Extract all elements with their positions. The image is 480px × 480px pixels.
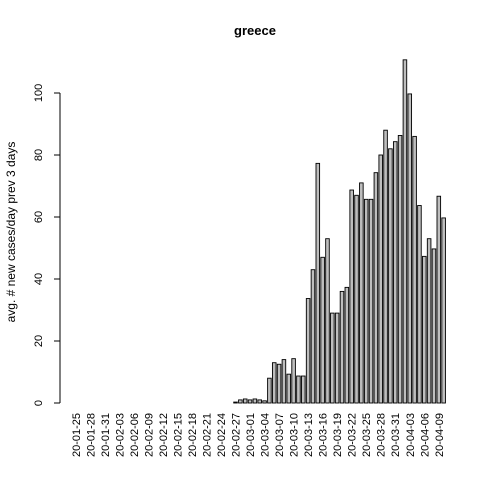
bar-20-03-12 <box>301 375 306 404</box>
bar-20-04-06 <box>422 255 427 404</box>
x-tick-label: 20-02-18 <box>187 413 199 457</box>
bar-20-03-24 <box>359 182 364 404</box>
x-tick-label: 20-03-31 <box>390 413 402 457</box>
x-tick-label: 20-03-01 <box>245 413 257 457</box>
bar-20-03-10 <box>291 358 296 404</box>
y-tick-label: 80 <box>33 149 45 161</box>
chart-title: greece <box>234 23 276 38</box>
bar-20-03-27 <box>373 172 379 404</box>
x-tick-label: 20-04-03 <box>405 413 417 457</box>
bar-20-02-29 <box>242 398 248 404</box>
x-tick-label: 20-03-13 <box>303 413 315 457</box>
x-tick-label: 20-03-19 <box>332 413 344 457</box>
bar-20-02-27 <box>233 401 238 404</box>
x-tick-label: 20-01-31 <box>100 413 112 457</box>
bar-20-04-02 <box>402 59 408 404</box>
bar-20-03-31 <box>392 141 398 404</box>
x-tick-label: 20-02-27 <box>231 413 243 457</box>
bar-20-04-03 <box>407 93 413 404</box>
x-tick-label: 20-02-12 <box>158 413 170 457</box>
bar-20-02-28 <box>238 399 243 404</box>
bar-20-03-25 <box>363 198 369 404</box>
bar-20-04-04 <box>412 135 417 404</box>
x-tick-label: 20-02-03 <box>114 413 126 457</box>
bar-20-03-09 <box>286 373 292 404</box>
x-tick-label: 20-03-10 <box>289 413 301 457</box>
x-tick-label: 20-01-25 <box>71 413 83 457</box>
bar-20-03-19 <box>334 312 340 404</box>
x-tick-label: 20-04-06 <box>419 413 431 457</box>
x-tick-label: 20-02-21 <box>201 413 213 457</box>
x-tick-label: 20-02-06 <box>129 413 141 457</box>
bar-20-03-11 <box>296 375 301 404</box>
bar-20-03-01 <box>247 399 253 404</box>
bar-20-03-13 <box>305 298 311 404</box>
x-tick-label: 20-03-04 <box>260 413 272 457</box>
bar-20-03-03 <box>257 399 262 404</box>
bar-20-04-01 <box>397 135 403 404</box>
bar-20-03-17 <box>325 238 330 404</box>
bar-20-04-07 <box>426 238 432 404</box>
y-tick-label: 20 <box>33 335 45 347</box>
bar-20-03-08 <box>281 359 287 404</box>
bar-20-03-29 <box>383 129 388 404</box>
bar-20-03-15 <box>315 162 321 404</box>
bar-20-03-28 <box>378 154 383 404</box>
bar-20-03-06 <box>271 362 277 404</box>
bar-20-04-10 <box>441 217 446 404</box>
x-tick-label: 20-01-28 <box>85 413 97 457</box>
bar-20-03-16 <box>320 256 325 404</box>
x-tick-label: 20-04-09 <box>434 413 446 457</box>
bar-20-03-04 <box>262 400 267 404</box>
x-tick-label: 20-03-22 <box>347 413 359 457</box>
bar-20-04-08 <box>431 248 437 404</box>
x-tick-label: 20-03-25 <box>361 413 373 457</box>
bar-20-04-05 <box>417 205 422 404</box>
x-tick-label: 20-02-15 <box>172 413 184 457</box>
bar-20-03-23 <box>354 194 359 404</box>
bar-20-03-18 <box>330 312 335 404</box>
y-tick-label: 0 <box>33 400 45 406</box>
bar-20-03-21 <box>344 286 350 404</box>
bar-20-03-14 <box>310 269 316 404</box>
bar-20-03-05 <box>267 377 272 404</box>
bar-20-03-20 <box>339 290 345 404</box>
x-tick-label: 20-03-28 <box>376 413 388 457</box>
bar-20-03-30 <box>388 148 393 404</box>
y-tick-label: 60 <box>33 211 45 223</box>
y-tick-label: 40 <box>33 273 45 285</box>
x-tick-label: 20-03-16 <box>318 413 330 457</box>
bars <box>233 59 446 404</box>
bar-20-03-07 <box>276 363 282 404</box>
bar-20-03-26 <box>368 198 374 404</box>
x-tick-label: 20-03-07 <box>274 413 286 457</box>
y-tick-label: 100 <box>33 84 45 102</box>
bar-20-03-22 <box>349 189 354 404</box>
x-tick-label: 20-02-24 <box>216 413 228 457</box>
y-axis: 0 20 40 60 80 100 <box>33 84 61 406</box>
x-tick-label: 20-02-09 <box>143 413 155 457</box>
bar-20-04-09 <box>436 195 442 404</box>
y-axis-label: avg. # new cases/day prev 3 days <box>4 142 18 323</box>
x-tick-labels: 20-01-25 20-01-28 20-01-31 20-02-03 20-02-06… <box>71 413 446 457</box>
bar-20-03-02 <box>252 398 258 404</box>
